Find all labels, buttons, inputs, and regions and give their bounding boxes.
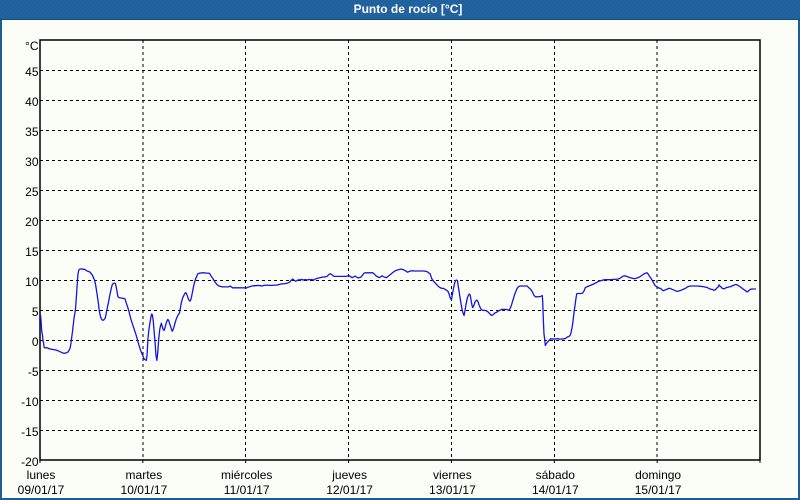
svg-text:lunes: lunes xyxy=(27,468,56,482)
svg-text:13/01/17: 13/01/17 xyxy=(429,483,476,497)
svg-text:20: 20 xyxy=(25,215,39,229)
svg-text:12/01/17: 12/01/17 xyxy=(326,483,373,497)
svg-text:10/01/17: 10/01/17 xyxy=(121,483,168,497)
svg-text:viernes: viernes xyxy=(433,468,472,482)
svg-text:domingo: domingo xyxy=(635,468,681,482)
svg-text:45: 45 xyxy=(25,65,39,79)
svg-text:30: 30 xyxy=(25,155,39,169)
svg-text:40: 40 xyxy=(25,95,39,109)
svg-text:jueves: jueves xyxy=(331,468,367,482)
svg-text:-20: -20 xyxy=(21,455,39,469)
svg-text:14/01/17: 14/01/17 xyxy=(532,483,579,497)
svg-text:-5: -5 xyxy=(28,365,39,379)
svg-text:5: 5 xyxy=(32,305,39,319)
svg-text:-10: -10 xyxy=(21,395,39,409)
svg-text:25: 25 xyxy=(25,185,39,199)
svg-text:15/01/17: 15/01/17 xyxy=(635,483,682,497)
svg-text:martes: martes xyxy=(126,468,163,482)
svg-text:miércoles: miércoles xyxy=(221,468,272,482)
svg-text:-15: -15 xyxy=(21,425,39,439)
svg-text:35: 35 xyxy=(25,125,39,139)
svg-text:sábado: sábado xyxy=(536,468,576,482)
svg-text:11/01/17: 11/01/17 xyxy=(224,483,270,497)
svg-text:15: 15 xyxy=(25,245,39,259)
svg-text:09/01/17: 09/01/17 xyxy=(18,483,65,497)
svg-text:°C: °C xyxy=(25,39,39,53)
svg-text:10: 10 xyxy=(25,275,39,289)
svg-text:0: 0 xyxy=(32,335,39,349)
